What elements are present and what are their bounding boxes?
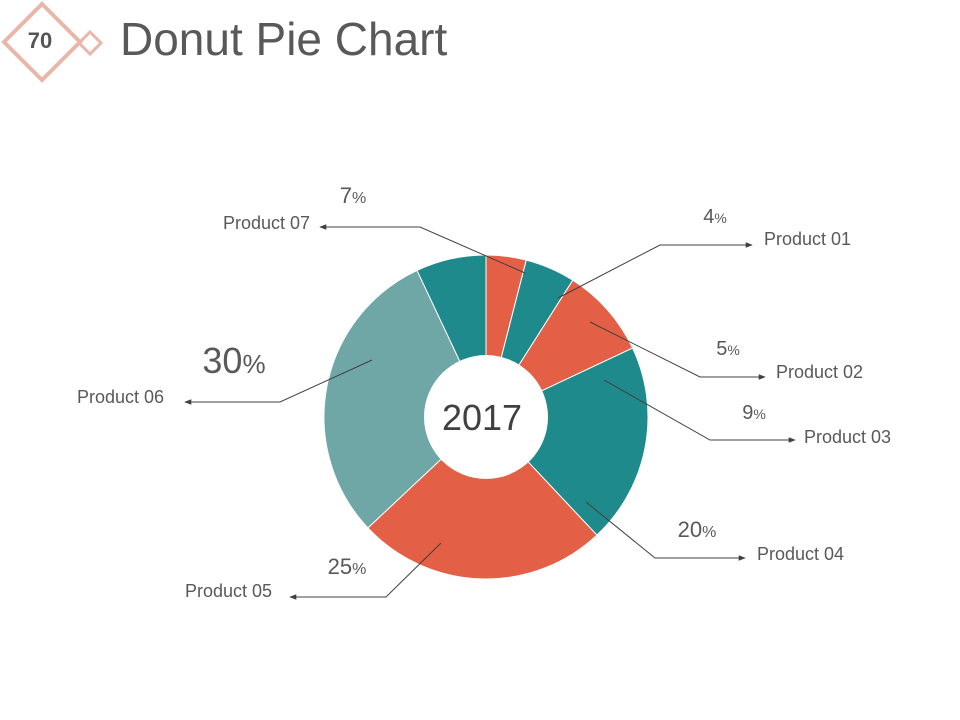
donut-hole [424, 355, 548, 479]
category-label-product-03: Product 03 [804, 427, 891, 447]
category-label-product-02: Product 02 [776, 362, 863, 382]
slice-product-04 [485, 347, 649, 536]
category-label-product-01: Product 01 [764, 229, 851, 249]
value-label-product-06: 30% [202, 340, 265, 381]
slice-product-05 [367, 416, 598, 580]
page-number: 70 [27, 28, 53, 53]
page-badge [1, 1, 104, 83]
leader-product-05 [289, 542, 442, 600]
category-label-product-05: Product 05 [185, 581, 272, 601]
category-label-product-06: Product 06 [77, 387, 164, 407]
badge-large-diamond [1, 1, 83, 83]
page-title: Donut Pie Chart [120, 13, 448, 65]
leader-product-01 [557, 242, 753, 299]
category-label-product-07: Product 07 [223, 213, 310, 233]
value-label-product-03: 9% [742, 402, 766, 424]
leader-product-04 [585, 501, 746, 561]
category-label-product-04: Product 04 [757, 544, 844, 564]
leader-product-03 [603, 379, 796, 443]
value-label-product-05: 25% [328, 554, 367, 579]
value-label-product-04: 20% [678, 517, 717, 542]
slice-product-06 [323, 269, 487, 529]
leader-product-07 [319, 224, 526, 274]
value-label-product-07: 7% [340, 183, 366, 208]
leader-product-02 [589, 321, 766, 380]
badge-small-diamond [76, 29, 104, 57]
leader-product-06 [184, 359, 373, 405]
center-label: 2017 [442, 397, 522, 438]
value-label-product-01: 4% [703, 206, 727, 228]
value-label-product-02: 5% [716, 338, 740, 360]
